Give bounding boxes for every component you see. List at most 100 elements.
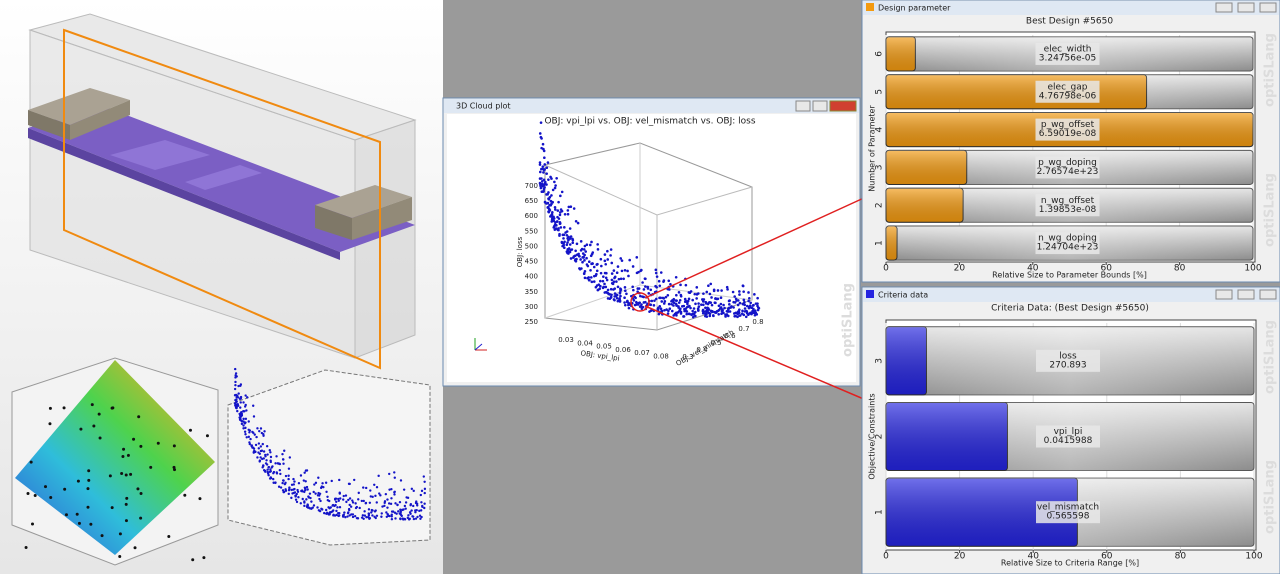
cloud-point (423, 480, 426, 484)
cloud-point (618, 300, 622, 303)
cloud-point (554, 221, 557, 224)
cloud-point (255, 435, 258, 439)
cloud-point (616, 299, 620, 303)
cloud-point (317, 476, 320, 479)
cloud-point (578, 267, 582, 271)
cloud-point (706, 306, 709, 310)
chart-title: Criteria Data: (Best Design #5650) (991, 304, 1149, 314)
cloud-point (287, 467, 291, 470)
window-title: Design parameter (878, 4, 951, 13)
cloud-point (256, 427, 259, 430)
close-button[interactable] (829, 100, 857, 112)
cloud-point (234, 404, 237, 407)
cloud-point (708, 292, 712, 296)
cloud-point (572, 255, 576, 258)
cloud-point (609, 287, 613, 291)
cloud-point (704, 300, 708, 304)
bar-value-text: 1.24704e+23 (1037, 243, 1099, 253)
cloud-point (545, 166, 549, 170)
cloud-point (242, 424, 245, 427)
maximize-button[interactable] (1237, 2, 1255, 13)
cloud-point (416, 515, 419, 519)
cloud-point (565, 230, 569, 233)
cloud-point (741, 309, 744, 313)
minimize-button[interactable] (1215, 2, 1233, 13)
cloud-point (732, 306, 735, 309)
cloud-point (374, 516, 377, 520)
cloud-point (558, 221, 562, 224)
cloud-point (394, 517, 397, 520)
cloud-point (581, 260, 584, 264)
cloud-point (736, 303, 740, 307)
maximize-button[interactable] (1237, 289, 1255, 300)
label-box (1036, 349, 1100, 372)
cloud-point (562, 243, 565, 247)
cloud-point (553, 186, 557, 190)
cloud-point (558, 213, 562, 217)
cloud-point (697, 302, 700, 305)
cloud-point (261, 442, 264, 446)
cloud-point (685, 312, 689, 316)
cloud-point (337, 514, 340, 518)
x-tick-label: 100 (1245, 552, 1262, 562)
bar-shade (886, 402, 1008, 471)
cloud-point (269, 468, 272, 471)
cloud-point (282, 458, 285, 461)
sample-point (43, 485, 47, 489)
maximize-button[interactable] (812, 100, 828, 112)
cloud-point (590, 262, 593, 266)
cloud-point (582, 255, 585, 259)
y-tick-label: 0.5 (710, 339, 721, 347)
cloud-point (393, 471, 396, 474)
minimize-button[interactable] (795, 100, 811, 112)
minimize-button[interactable] (1215, 289, 1233, 300)
cloud-point (542, 183, 546, 187)
cloud-point (540, 146, 543, 150)
cloud-point (399, 510, 403, 513)
sample-points (24, 367, 427, 562)
cloud-point (354, 502, 357, 505)
cloud-point (371, 495, 374, 499)
cloud-point (551, 200, 554, 204)
cloud-point (414, 509, 417, 512)
sample-point (86, 505, 90, 509)
cloud-point (266, 468, 269, 471)
cloud-point (574, 249, 577, 253)
cloud-point (552, 215, 555, 219)
sample-point (30, 522, 34, 526)
cloud-point (402, 518, 405, 521)
sample-point (64, 513, 68, 517)
cloud-point (710, 310, 714, 314)
cloud-point (556, 215, 559, 219)
y-tick-label: 6 (875, 51, 885, 57)
cloud-point (282, 479, 285, 482)
cloud-point (641, 295, 644, 298)
cloud-point (701, 300, 705, 303)
cloud-point (236, 409, 239, 413)
bar-shade (886, 74, 1147, 109)
cloud-point (272, 477, 275, 481)
cloud-point (257, 451, 260, 454)
watermark: optiSLang (1263, 33, 1278, 107)
cloud-point (743, 300, 746, 304)
cloud-point (655, 275, 659, 278)
cloud-point (355, 505, 359, 509)
cloud-point (304, 480, 307, 483)
cloud-point (409, 512, 412, 515)
z-tick-label: 350 (525, 288, 538, 296)
cloud-point (557, 228, 560, 232)
close-button[interactable] (1259, 289, 1277, 300)
cloud-point (234, 374, 237, 377)
cloud-point (272, 472, 275, 475)
cloud-point (677, 301, 681, 304)
close-button[interactable] (1259, 2, 1277, 13)
cloud-point (539, 186, 543, 190)
cloud-point (623, 303, 627, 307)
z-tick-label: 700 (525, 182, 538, 190)
cloud-point (697, 305, 701, 308)
sample-point (173, 468, 177, 472)
cloud-point (262, 450, 266, 453)
cloud-point (393, 476, 396, 479)
cloud-point (565, 243, 569, 247)
